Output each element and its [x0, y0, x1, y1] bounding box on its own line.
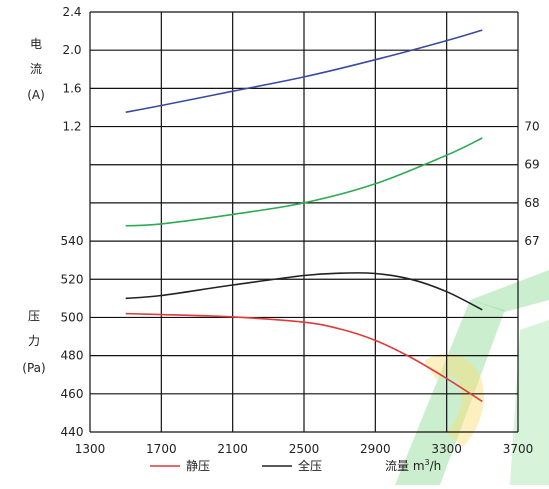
legend-label: 全压: [298, 458, 322, 473]
pressure-axis-label-part: 力: [28, 334, 40, 348]
current-tick-label: 2.0: [62, 43, 81, 57]
pressure-axis-label-part: (Pa): [22, 361, 45, 375]
pressure-axis-label-part: 压: [28, 309, 40, 323]
legend: 静压 全压 流量 m3/h: [150, 458, 441, 473]
x-tick-label: 3700: [503, 442, 534, 456]
watermark-logo: [395, 270, 549, 485]
x-tick-label: 2500: [289, 442, 320, 456]
watermark-stroke: [395, 300, 505, 485]
pressure-tick-labels: 540 520 500 480 460 440: [61, 234, 84, 439]
current-tick-labels: 2.4 2.0 1.6 1.2: [62, 5, 81, 134]
current-tick-label: 2.4: [62, 5, 81, 19]
pressure-tick-label: 440: [61, 425, 84, 439]
x-tick-label: 1700: [146, 442, 177, 456]
flow-axis-label-sup: 3: [425, 458, 430, 467]
x-tick-label: 2900: [360, 442, 391, 456]
flow-axis-label-suffix: /h: [430, 459, 442, 473]
x-tick-label: 3300: [431, 442, 462, 456]
current-axis-label: 电流 (A): [27, 37, 45, 102]
pressure-axis-label: 压力 (Pa): [22, 309, 45, 375]
pressure-tick-label: 540: [61, 234, 84, 248]
pressure-tick-label: 520: [61, 272, 84, 286]
efficiency-tick-labels: 70 69 68 67: [524, 120, 539, 249]
series-lines: [125, 29, 483, 403]
pressure-tick-label: 460: [61, 387, 84, 401]
current-tick-label: 1.2: [62, 120, 81, 134]
watermark-stroke: [510, 320, 549, 485]
current-tick-label: 1.6: [62, 81, 81, 95]
efficiency-tick-label: 68: [524, 196, 539, 210]
current-axis-label-part: 流: [30, 62, 42, 76]
flow-axis-label-text: 流量 m: [385, 459, 425, 473]
efficiency-tick-label: 69: [524, 158, 539, 172]
series-line-current: [125, 29, 483, 113]
watermark-stroke: [470, 270, 549, 312]
current-axis-label-part: 电: [30, 37, 42, 51]
series-line-static_pressure: [125, 312, 483, 403]
series-line-efficiency: [125, 137, 483, 227]
current-axis-label-part: (A): [27, 88, 45, 102]
pressure-tick-label: 480: [61, 349, 84, 363]
x-tick-label: 2100: [217, 442, 248, 456]
grid: [89, 11, 519, 433]
x-tick-labels: 1300 1700 2100 2500 2900 3300 3700: [75, 442, 534, 456]
pressure-tick-label: 500: [61, 310, 84, 324]
legend-label: 静压: [186, 459, 210, 473]
series-line-total_pressure: [125, 272, 483, 311]
x-tick-label: 1300: [75, 442, 106, 456]
efficiency-tick-label: 70: [524, 120, 539, 134]
watermark-stroke: [424, 353, 484, 448]
flow-axis-label: 流量 m3/h: [385, 458, 441, 473]
efficiency-tick-label: 67: [524, 234, 539, 248]
